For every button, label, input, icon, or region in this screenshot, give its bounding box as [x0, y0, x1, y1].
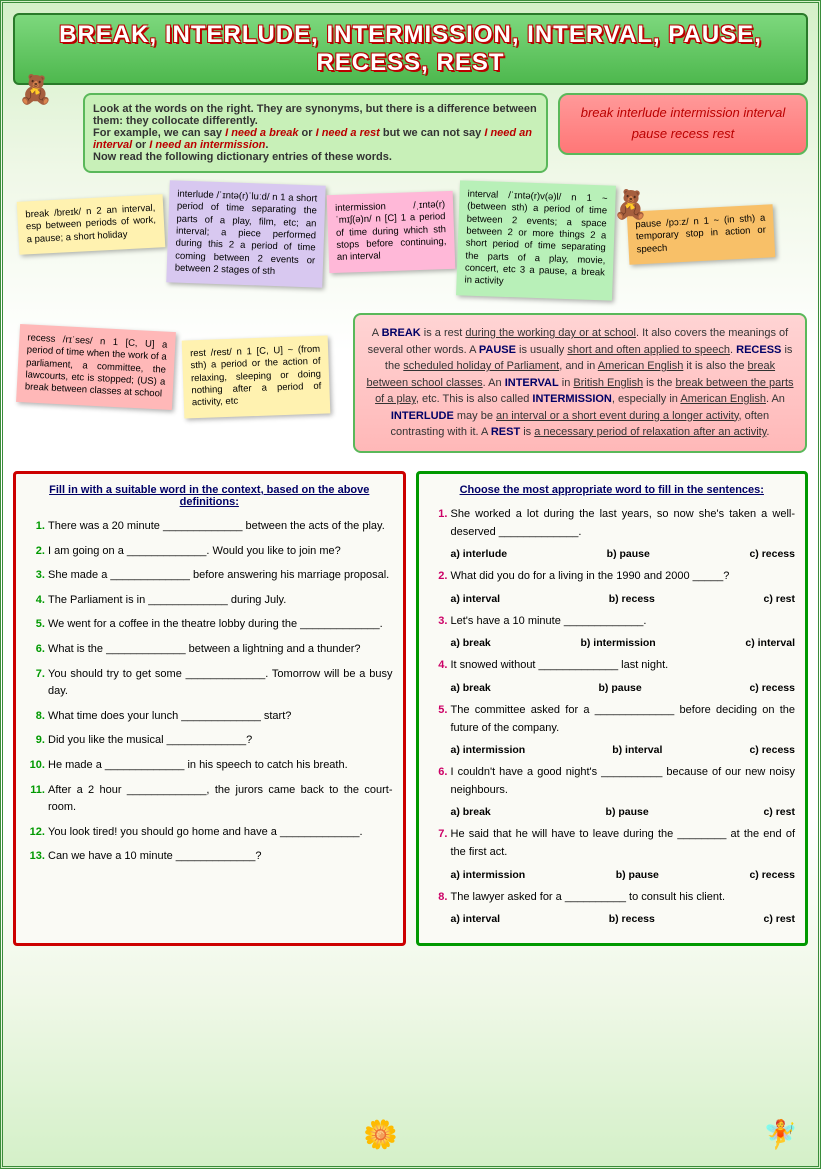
option[interactable]: b) interval — [612, 744, 662, 756]
def-break: break /breɪk/ n 2 an interval, esp betwe… — [17, 194, 166, 255]
option[interactable]: c) recess — [749, 548, 795, 560]
option[interactable]: b) recess — [609, 593, 655, 605]
intro-e1: I need a break — [225, 127, 298, 139]
option[interactable]: a) interlude — [451, 548, 508, 560]
intro-l1: Look at the words on the right. They are… — [93, 103, 537, 127]
option[interactable]: c) recess — [749, 682, 795, 694]
option[interactable]: a) break — [451, 806, 491, 818]
ex1-q: He made a _____________ in his speech to… — [48, 757, 393, 775]
ex2-options: a) interlude b) pause c) recess — [451, 548, 796, 560]
option[interactable]: b) pause — [599, 682, 642, 694]
ex1-q: We went for a coffee in the theatre lobb… — [48, 616, 393, 634]
ex1-q: Did you like the musical _____________? — [48, 732, 393, 750]
option[interactable]: a) break — [451, 682, 491, 694]
option[interactable]: c) rest — [763, 806, 795, 818]
def-rest: rest /rest/ n 1 [C, U] ~ (from sth) a pe… — [182, 335, 331, 418]
ex2-options: a) intermission b) interval c) recess — [451, 744, 796, 756]
ex1-list: There was a 20 minute _____________ betw… — [26, 518, 393, 866]
option[interactable]: a) interval — [451, 913, 501, 925]
option[interactable]: a) intermission — [451, 869, 526, 881]
worksheet-page: BREAK, INTERLUDE, INTERMISSION, INTERVAL… — [0, 0, 821, 1169]
word-list-box: break interlude intermission interval pa… — [558, 93, 808, 155]
ex1-q: The Parliament is in _____________ durin… — [48, 592, 393, 610]
exercises-row: Fill in with a suitable word in the cont… — [13, 471, 808, 946]
intro-e4: I need an intermission — [149, 139, 265, 151]
ex2-list: She worked a lot during the last years, … — [429, 506, 796, 925]
intro-or2: or — [135, 139, 146, 151]
ex1-q: After a 2 hour _____________, the jurors… — [48, 782, 393, 817]
definitions-area: break /breɪk/ n 2 an interval, esp betwe… — [13, 183, 808, 463]
ex2-options: a) break b) intermission c) interval — [451, 637, 796, 649]
def-recess: recess /rɪˈses/ n 1 [C, U] a period of t… — [16, 324, 176, 410]
ex2-item: It snowed without _____________ last nig… — [451, 657, 796, 675]
ex1-q: What is the _____________ between a ligh… — [48, 641, 393, 659]
intro-l3: but we can not say — [383, 127, 481, 139]
option[interactable]: a) break — [451, 637, 491, 649]
ex2-item: Let's have a 10 minute _____________. — [451, 613, 796, 631]
title-banner: BREAK, INTERLUDE, INTERMISSION, INTERVAL… — [13, 13, 808, 85]
bear-icon: 🧸 — [613, 188, 648, 221]
ex2-options: a) break b) pause c) rest — [451, 806, 796, 818]
ex2-item: I couldn't have a good night's _________… — [451, 764, 796, 799]
ex1-heading: Fill in with a suitable word in the cont… — [26, 484, 393, 508]
option[interactable]: b) pause — [606, 806, 649, 818]
ex2-options: a) interval b) recess c) rest — [451, 913, 796, 925]
ex2-options: a) intermission b) pause c) recess — [451, 869, 796, 881]
ex2-item: What did you do for a living in the 1990… — [451, 568, 796, 586]
ex1-q: You look tired! you should go home and h… — [48, 824, 393, 842]
ex2-item: The lawyer asked for a __________ to con… — [451, 889, 796, 907]
option[interactable]: a) interval — [451, 593, 501, 605]
intro-or: or — [302, 127, 313, 139]
ex2-options: a) break b) pause c) recess — [451, 682, 796, 694]
flower-icon: 🌼 — [363, 1118, 398, 1151]
option[interactable]: b) intermission — [580, 637, 655, 649]
option[interactable]: c) rest — [763, 913, 795, 925]
intro-box: Look at the words on the right. They are… — [83, 93, 548, 173]
title-text: BREAK, INTERLUDE, INTERMISSION, INTERVAL… — [59, 21, 762, 76]
def-interlude: interlude /ˈɪntə(r)ˈluːd/ n 1 a short pe… — [166, 180, 325, 288]
option[interactable]: b) recess — [609, 913, 655, 925]
option[interactable]: c) recess — [749, 869, 795, 881]
def-pause: pause /pɔːz/ n 1 ~ (in sth) a temporary … — [627, 204, 776, 265]
fairy-icon: 🧚 — [763, 1118, 798, 1151]
option[interactable]: c) recess — [749, 744, 795, 756]
ex2-heading: Choose the most appropriate word to fill… — [429, 484, 796, 496]
bear-icon: 🧸 — [18, 73, 53, 106]
def-intermission: intermission /ˌɪntə(r)ˈmɪʃ(ə)n/ n [C] 1 … — [327, 191, 456, 273]
intro-l4: Now read the following dictionary entrie… — [93, 151, 392, 163]
exercise-1: Fill in with a suitable word in the cont… — [13, 471, 406, 946]
ex1-q: Can we have a 10 minute _____________? — [48, 848, 393, 866]
option[interactable]: c) interval — [745, 637, 795, 649]
ex2-options: a) interval b) recess c) rest — [451, 593, 796, 605]
ex2-item: He said that he will have to leave durin… — [451, 826, 796, 861]
explanation-box: A BREAK is a rest during the working day… — [353, 313, 807, 453]
exercise-2: Choose the most appropriate word to fill… — [416, 471, 809, 946]
option[interactable]: b) pause — [616, 869, 659, 881]
def-interval: interval /ˈɪntə(r)v(ə)l/ n 1 ~ (between … — [456, 180, 616, 300]
option[interactable]: a) intermission — [451, 744, 526, 756]
ex1-q: What time does your lunch _____________ … — [48, 708, 393, 726]
ex1-q: You should try to get some _____________… — [48, 666, 393, 701]
ex1-q: I am going on a _____________. Would you… — [48, 543, 393, 561]
ex1-q: She made a _____________ before answerin… — [48, 567, 393, 585]
intro-e2: I need a rest — [316, 127, 380, 139]
ex2-item: The committee asked for a _____________ … — [451, 702, 796, 737]
option[interactable]: c) rest — [763, 593, 795, 605]
intro-row: 🧸 Look at the words on the right. They a… — [13, 93, 808, 173]
intro-l2: For example, we can say — [93, 127, 222, 139]
option[interactable]: b) pause — [607, 548, 650, 560]
ex2-item: She worked a lot during the last years, … — [451, 506, 796, 541]
ex1-q: There was a 20 minute _____________ betw… — [48, 518, 393, 536]
